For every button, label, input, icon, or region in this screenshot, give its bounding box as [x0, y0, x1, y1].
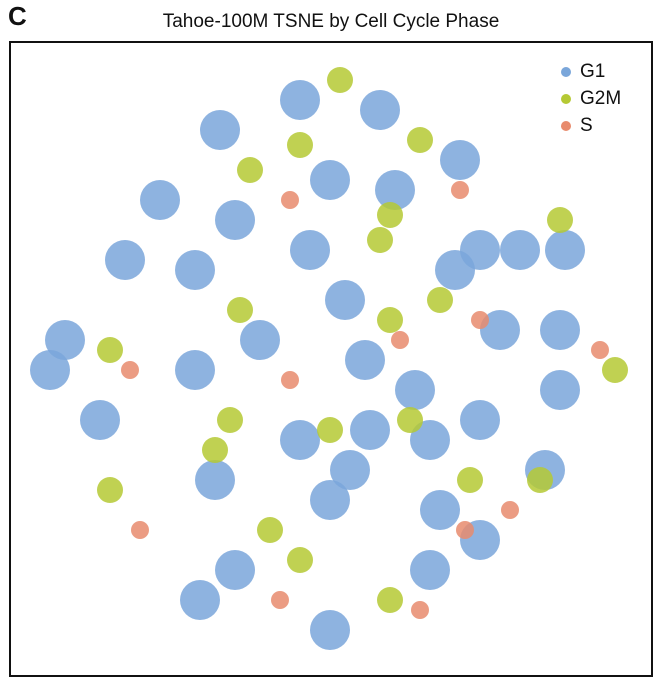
point [391, 331, 409, 349]
point [310, 610, 350, 650]
point [427, 287, 453, 313]
point [240, 320, 280, 360]
point [140, 180, 180, 220]
point [310, 160, 350, 200]
point [440, 140, 480, 180]
point [500, 230, 540, 270]
point [175, 350, 215, 390]
point [257, 517, 283, 543]
point [547, 207, 573, 233]
legend-marker [561, 94, 571, 104]
legend-label: G1 [580, 61, 605, 82]
point [217, 407, 243, 433]
point [367, 227, 393, 253]
point [287, 132, 313, 158]
point [591, 341, 609, 359]
point [45, 320, 85, 360]
point [195, 460, 235, 500]
point [375, 170, 415, 210]
point [460, 400, 500, 440]
point [215, 550, 255, 590]
point [420, 490, 460, 530]
point [330, 450, 370, 490]
point [280, 420, 320, 460]
point [280, 80, 320, 120]
point [377, 202, 403, 228]
point [457, 467, 483, 493]
chart-title: Tahoe-100M TSNE by Cell Cycle Phase [163, 11, 500, 32]
point [317, 417, 343, 443]
point [180, 580, 220, 620]
point [227, 297, 253, 323]
point [97, 337, 123, 363]
point [501, 501, 519, 519]
point [456, 521, 474, 539]
point [175, 250, 215, 290]
point [471, 311, 489, 329]
point [480, 310, 520, 350]
legend-marker [561, 121, 571, 131]
legend-marker [561, 67, 571, 77]
point [281, 371, 299, 389]
point [540, 370, 580, 410]
point [602, 357, 628, 383]
point [325, 280, 365, 320]
legend-label: G2M [580, 88, 621, 109]
legend: G1 G2M S [561, 61, 621, 136]
point [395, 370, 435, 410]
point [237, 157, 263, 183]
point [290, 230, 330, 270]
point [200, 110, 240, 150]
point [377, 307, 403, 333]
point [327, 67, 353, 93]
panel-label: C [8, 1, 27, 31]
point [435, 250, 475, 290]
point [281, 191, 299, 209]
point [310, 480, 350, 520]
plot-frame [9, 41, 653, 677]
point [540, 310, 580, 350]
point [30, 350, 70, 390]
point [527, 467, 553, 493]
point [411, 601, 429, 619]
point [97, 477, 123, 503]
point [215, 200, 255, 240]
point [80, 400, 120, 440]
point [410, 550, 450, 590]
point [397, 407, 423, 433]
point [345, 340, 385, 380]
point [131, 521, 149, 539]
point [287, 547, 313, 573]
point [360, 90, 400, 130]
point [407, 127, 433, 153]
point [202, 437, 228, 463]
legend-label: S [580, 115, 593, 136]
point [350, 410, 390, 450]
point [545, 230, 585, 270]
point [271, 591, 289, 609]
point [451, 181, 469, 199]
point [121, 361, 139, 379]
point [377, 587, 403, 613]
points [30, 67, 628, 650]
point [105, 240, 145, 280]
point [410, 420, 450, 460]
